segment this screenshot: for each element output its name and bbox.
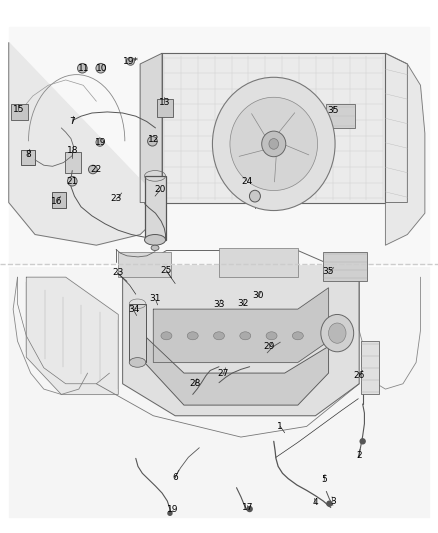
Bar — [129, 304, 146, 362]
Circle shape — [327, 501, 332, 506]
Text: 12: 12 — [148, 135, 159, 144]
Polygon shape — [123, 251, 359, 416]
Ellipse shape — [148, 136, 157, 146]
Ellipse shape — [328, 323, 346, 343]
Ellipse shape — [127, 58, 134, 66]
Ellipse shape — [266, 332, 277, 340]
Text: 8: 8 — [25, 150, 32, 159]
Ellipse shape — [187, 332, 198, 340]
Ellipse shape — [240, 332, 251, 340]
Polygon shape — [9, 43, 162, 245]
Text: 34: 34 — [128, 305, 139, 313]
Ellipse shape — [129, 358, 146, 367]
Text: 33: 33 — [213, 301, 225, 309]
Polygon shape — [140, 53, 162, 203]
Text: 6: 6 — [172, 473, 178, 481]
Bar — [21, 150, 35, 165]
Ellipse shape — [214, 332, 224, 340]
Bar — [11, 104, 28, 120]
Text: 23: 23 — [110, 194, 122, 203]
Text: 11: 11 — [78, 64, 90, 72]
Ellipse shape — [78, 63, 87, 73]
Ellipse shape — [145, 235, 166, 245]
Ellipse shape — [88, 165, 97, 174]
Polygon shape — [162, 53, 385, 203]
Text: 28: 28 — [189, 379, 201, 388]
Text: 26: 26 — [353, 372, 365, 380]
Polygon shape — [153, 288, 328, 362]
Polygon shape — [145, 336, 328, 405]
Text: 24: 24 — [242, 177, 253, 185]
Bar — [52, 192, 66, 208]
Text: 20: 20 — [154, 185, 166, 193]
Ellipse shape — [261, 131, 286, 157]
Polygon shape — [26, 277, 118, 394]
Ellipse shape — [250, 190, 260, 202]
Text: 30: 30 — [253, 292, 264, 300]
Text: 35: 35 — [327, 107, 339, 115]
Text: 5: 5 — [321, 475, 327, 484]
Ellipse shape — [321, 314, 354, 352]
Ellipse shape — [161, 332, 172, 340]
Bar — [323, 252, 367, 281]
Text: 31: 31 — [150, 294, 161, 303]
Text: 32: 32 — [237, 300, 249, 308]
Ellipse shape — [293, 332, 304, 340]
Text: 23: 23 — [113, 269, 124, 277]
Ellipse shape — [67, 176, 77, 186]
Text: 21: 21 — [67, 177, 78, 185]
Text: 3: 3 — [330, 497, 336, 505]
Circle shape — [360, 439, 365, 444]
Bar — [65, 152, 81, 173]
Text: 19*: 19* — [124, 57, 139, 66]
Ellipse shape — [212, 77, 335, 211]
Text: 1: 1 — [277, 422, 283, 431]
Bar — [361, 341, 379, 394]
Text: 16: 16 — [51, 197, 63, 206]
Text: 4: 4 — [313, 498, 318, 506]
Circle shape — [247, 506, 252, 512]
Text: 15: 15 — [13, 105, 24, 114]
Text: 13: 13 — [159, 98, 170, 107]
Bar — [118, 252, 171, 277]
Text: 22: 22 — [91, 165, 102, 174]
Text: 27: 27 — [218, 369, 229, 377]
Bar — [157, 99, 173, 117]
Text: 19: 19 — [95, 139, 106, 147]
Polygon shape — [385, 53, 407, 203]
Bar — [219, 248, 298, 277]
Text: 18: 18 — [67, 146, 78, 155]
Text: 29: 29 — [264, 342, 275, 351]
Ellipse shape — [96, 63, 106, 73]
Text: 17: 17 — [242, 503, 253, 512]
Text: 19: 19 — [167, 505, 179, 513]
Text: 10: 10 — [96, 64, 107, 72]
Circle shape — [168, 511, 172, 515]
Bar — [145, 176, 166, 240]
Polygon shape — [9, 266, 429, 517]
Text: 25: 25 — [161, 266, 172, 275]
Text: 2: 2 — [357, 451, 362, 460]
Polygon shape — [9, 27, 429, 264]
Ellipse shape — [151, 245, 159, 251]
Text: 7: 7 — [69, 117, 75, 126]
Polygon shape — [385, 53, 425, 245]
Ellipse shape — [230, 98, 318, 191]
Bar — [326, 104, 355, 128]
Ellipse shape — [96, 139, 104, 147]
Ellipse shape — [269, 139, 279, 149]
Text: 35: 35 — [323, 268, 334, 276]
